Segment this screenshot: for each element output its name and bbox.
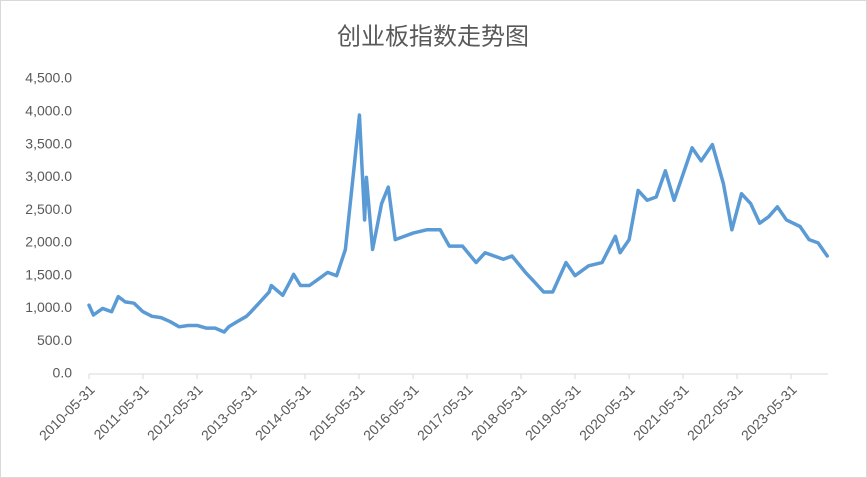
y-tick-label: 3,000.0 (25, 168, 72, 184)
y-tick-label: 0.0 (53, 365, 73, 381)
y-tick-label: 4,500.0 (25, 70, 72, 86)
y-tick-label: 1,500.0 (25, 266, 72, 282)
line (87, 113, 830, 334)
chart-title: 创业板指数走势图 (337, 23, 529, 50)
y-tick-label: 1,000.0 (25, 299, 72, 315)
y-tick-label: 3,500.0 (25, 135, 72, 151)
y-tick-label: 2,000.0 (25, 234, 72, 250)
y-tick-label: 500.0 (37, 332, 72, 348)
y-tick-label: 2,500.0 (25, 201, 72, 217)
y-tick-label: 4,000.0 (25, 102, 72, 118)
